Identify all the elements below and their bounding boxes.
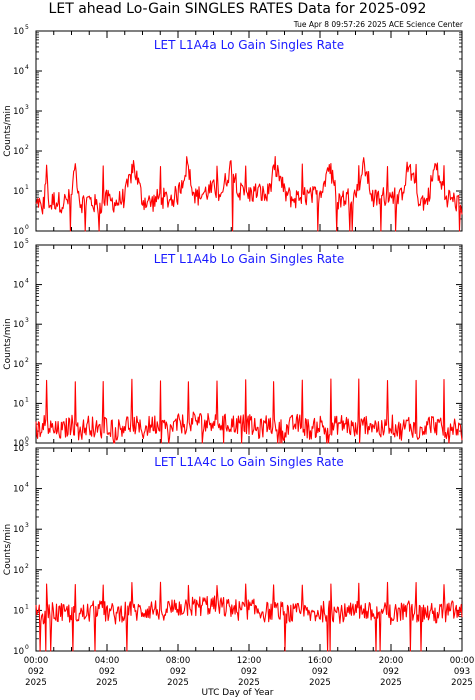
y-tick-exponent: 4 — [25, 278, 29, 285]
y-tick-label: 10 — [13, 187, 24, 197]
y-tick-exponent: 2 — [25, 357, 29, 364]
y-axis-label: Counts/min — [3, 318, 13, 369]
y-tick-exponent: 0 — [25, 644, 29, 651]
x-tick-day: 093 — [454, 667, 470, 677]
x-tick-time: 08:00 — [166, 656, 191, 666]
y-tick-label: 10 — [13, 647, 24, 657]
x-tick-year: 2025 — [451, 678, 473, 688]
y-tick-label: 10 — [13, 107, 24, 117]
y-tick-label: 10 — [13, 360, 24, 370]
x-tick-year: 2025 — [96, 678, 118, 688]
panel-title: LET L1A4c Lo Gain Singles Rate — [154, 455, 344, 469]
y-tick-exponent: 4 — [25, 482, 29, 489]
y-tick-label: 10 — [13, 439, 24, 449]
x-tick-day: 092 — [99, 667, 115, 677]
x-tick-day: 092 — [312, 667, 328, 677]
x-axis: 00:00092202504:00092202508:00092202512:0… — [24, 656, 475, 688]
y-tick-label: 10 — [13, 566, 24, 576]
plot-frame — [35, 244, 463, 444]
y-tick-label: 10 — [13, 485, 24, 495]
y-axis-label: Counts/min — [3, 524, 13, 575]
y-tick-label: 10 — [13, 27, 24, 37]
panel-title: LET L1A4b Lo Gain Singles Rate — [154, 252, 345, 266]
y-tick-exponent: 3 — [25, 522, 29, 529]
x-tick-time: 00:00 — [24, 656, 49, 666]
y-tick-exponent: 0 — [25, 436, 29, 443]
x-tick-day: 092 — [170, 667, 186, 677]
x-tick-time: 00:00 — [450, 656, 475, 666]
x-tick-time: 16:00 — [308, 656, 333, 666]
y-tick-label: 10 — [13, 67, 24, 77]
y-tick-exponent: 5 — [25, 441, 29, 448]
y-tick-label: 10 — [13, 606, 24, 616]
y-tick-exponent: 1 — [25, 603, 29, 610]
x-tick-year: 2025 — [380, 678, 402, 688]
y-tick-label: 10 — [13, 399, 24, 409]
y-tick-exponent: 5 — [25, 238, 29, 245]
plot-frame — [35, 447, 463, 652]
y-tick-label: 10 — [13, 281, 24, 291]
x-tick-year: 2025 — [309, 678, 331, 688]
y-tick-label: 10 — [13, 525, 24, 535]
page-title: LET ahead Lo-Gain SINGLES RATES Data for… — [48, 1, 427, 17]
series-line — [35, 378, 463, 444]
series-line — [35, 581, 463, 652]
x-tick-time: 04:00 — [95, 656, 120, 666]
y-tick-exponent: 5 — [25, 24, 29, 31]
y-tick-label: 10 — [13, 320, 24, 330]
y-tick-label: 10 — [13, 147, 24, 157]
y-tick-exponent: 0 — [25, 224, 29, 231]
y-tick-exponent: 3 — [25, 104, 29, 111]
x-tick-day: 092 — [241, 667, 257, 677]
x-tick-day: 092 — [383, 667, 399, 677]
y-axis-label: Counts/min — [3, 105, 13, 156]
x-tick-time: 12:00 — [237, 656, 262, 666]
y-tick-exponent: 4 — [25, 64, 29, 71]
y-tick-exponent: 3 — [25, 317, 29, 324]
y-tick-label: 10 — [13, 241, 24, 251]
x-tick-year: 2025 — [238, 678, 260, 688]
y-tick-exponent: 2 — [25, 144, 29, 151]
y-tick-label: 10 — [13, 227, 24, 237]
x-tick-day: 092 — [28, 667, 44, 677]
x-tick-year: 2025 — [167, 678, 189, 688]
y-tick-label: 10 — [13, 444, 24, 454]
y-tick-exponent: 1 — [25, 184, 29, 191]
x-tick-year: 2025 — [25, 678, 47, 688]
series-line — [35, 156, 463, 232]
y-tick-exponent: 2 — [25, 563, 29, 570]
x-tick-time: 20:00 — [379, 656, 404, 666]
panel-title: LET L1A4a Lo Gain Singles Rate — [154, 38, 344, 52]
y-tick-exponent: 1 — [25, 396, 29, 403]
timestamp: Tue Apr 8 09:57:26 2025 ACE Science Cent… — [293, 20, 463, 29]
x-axis-label: UTC Day of Year — [201, 688, 274, 698]
